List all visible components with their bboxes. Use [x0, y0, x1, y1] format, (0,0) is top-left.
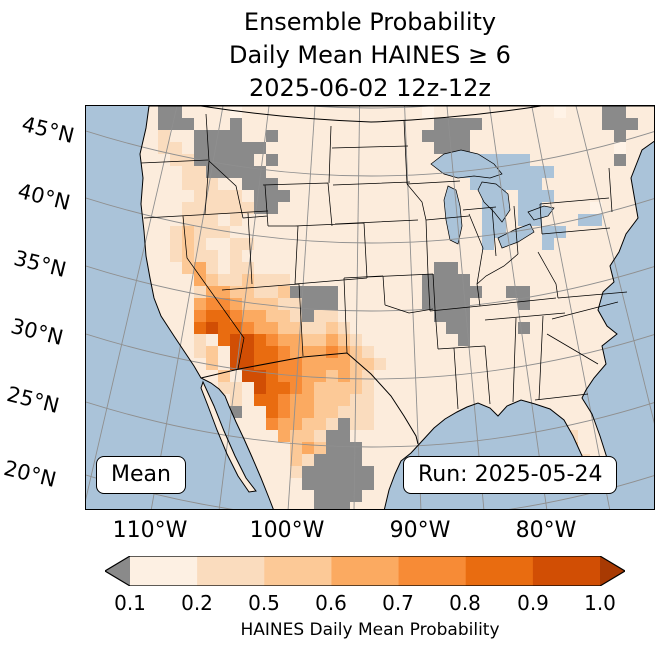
cbar-tick-0.6: 0.6: [315, 591, 347, 615]
colorbar: [103, 555, 627, 587]
lon-label-110w: 110°W: [112, 518, 188, 543]
lake-ontario: [527, 205, 555, 221]
cbar-tick-0.5: 0.5: [248, 591, 280, 615]
colorbar-seg-4: [331, 556, 400, 586]
stat-label-box: Mean: [96, 456, 186, 494]
cbar-tick-0.1: 0.1: [114, 591, 146, 615]
lat-label-20n: 20°N: [1, 455, 59, 493]
lat-label-40n: 40°N: [15, 178, 73, 216]
lat-label-25n: 25°N: [4, 381, 62, 419]
lat-label-45n: 45°N: [19, 111, 77, 149]
colorbar-under-arrow: [105, 556, 130, 586]
cbar-tick-0.2: 0.2: [181, 591, 213, 615]
lake-michigan: [443, 185, 463, 245]
stat-label: Mean: [111, 462, 171, 487]
colorbar-seg-5: [398, 556, 467, 586]
lon-label-90w: 90°W: [389, 518, 451, 543]
colorbar-svg: [103, 555, 627, 587]
lat-lon-gridlines: [86, 106, 654, 509]
lat-label-30n: 30°N: [8, 313, 66, 351]
us-map-svg: [86, 106, 654, 509]
title-line-3: 2025-06-02 12z-12z: [248, 74, 492, 102]
map-area: Mean Run: 2025-05-24: [85, 105, 655, 510]
colorbar-caption: HAINES Daily Mean Probability: [240, 620, 500, 640]
title-line-2: Daily Mean HAINES ≥ 6: [229, 41, 511, 69]
national-borders: [200, 106, 542, 445]
state-borders: [140, 113, 628, 410]
lon-label-80w: 80°W: [515, 518, 577, 543]
baja-peninsula: [201, 382, 256, 492]
coastline: [139, 106, 654, 509]
colorbar-seg-2: [197, 556, 265, 586]
cbar-tick-0.9: 0.9: [517, 591, 549, 615]
lat-label-35n: 35°N: [11, 245, 69, 283]
run-label: Run: 2025-05-24: [418, 462, 603, 487]
lon-label-100w: 100°W: [249, 518, 325, 543]
title-block: Ensemble Probability Daily Mean HAINES ≥…: [85, 6, 655, 105]
cbar-tick-1.0: 1.0: [584, 591, 616, 615]
colorbar-seg-1: [130, 556, 198, 586]
colorbar-seg-6: [465, 556, 534, 586]
title-line-1: Ensemble Probability: [243, 8, 497, 36]
run-label-box: Run: 2025-05-24: [403, 456, 618, 494]
cbar-tick-0.8: 0.8: [449, 591, 481, 615]
colorbar-seg-3: [264, 556, 332, 586]
cbar-tick-0.7: 0.7: [382, 591, 414, 615]
colorbar-over-arrow: [600, 556, 625, 586]
colorbar-seg-7: [532, 556, 601, 586]
